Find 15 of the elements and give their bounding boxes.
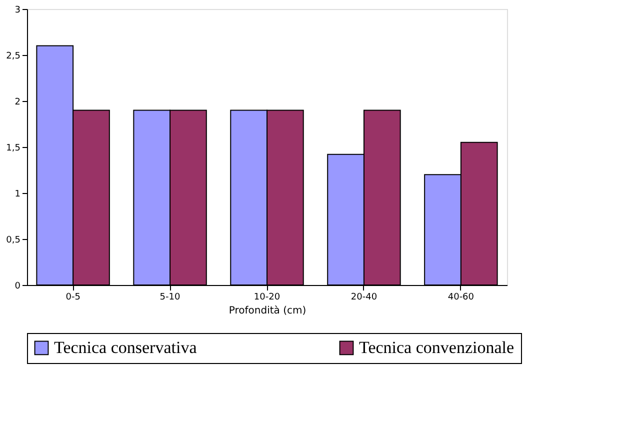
x-tick-label: 40-60: [448, 292, 474, 302]
x-tick-label: 20-40: [350, 292, 378, 302]
x-tick-label: 5-10: [160, 292, 181, 302]
x-tick-label: 10-20: [254, 292, 280, 302]
y-tick-label: 3: [14, 6, 20, 16]
y-tick-label: 1: [14, 190, 20, 200]
y-tick-label: 2,5: [6, 52, 20, 62]
y-tick-label: 2: [14, 98, 20, 108]
x-tick-label: 0-5: [66, 292, 80, 302]
legend-label: Tecnica conservativa: [54, 338, 198, 357]
x-axis-title: Profondità (cm): [228, 306, 306, 316]
y-tick-label: 0: [14, 282, 21, 292]
y-tick-label: 0,5: [6, 236, 20, 246]
legend-label: Tecnica convenzionale: [359, 338, 514, 357]
y-tick-label: 1,5: [6, 144, 20, 154]
